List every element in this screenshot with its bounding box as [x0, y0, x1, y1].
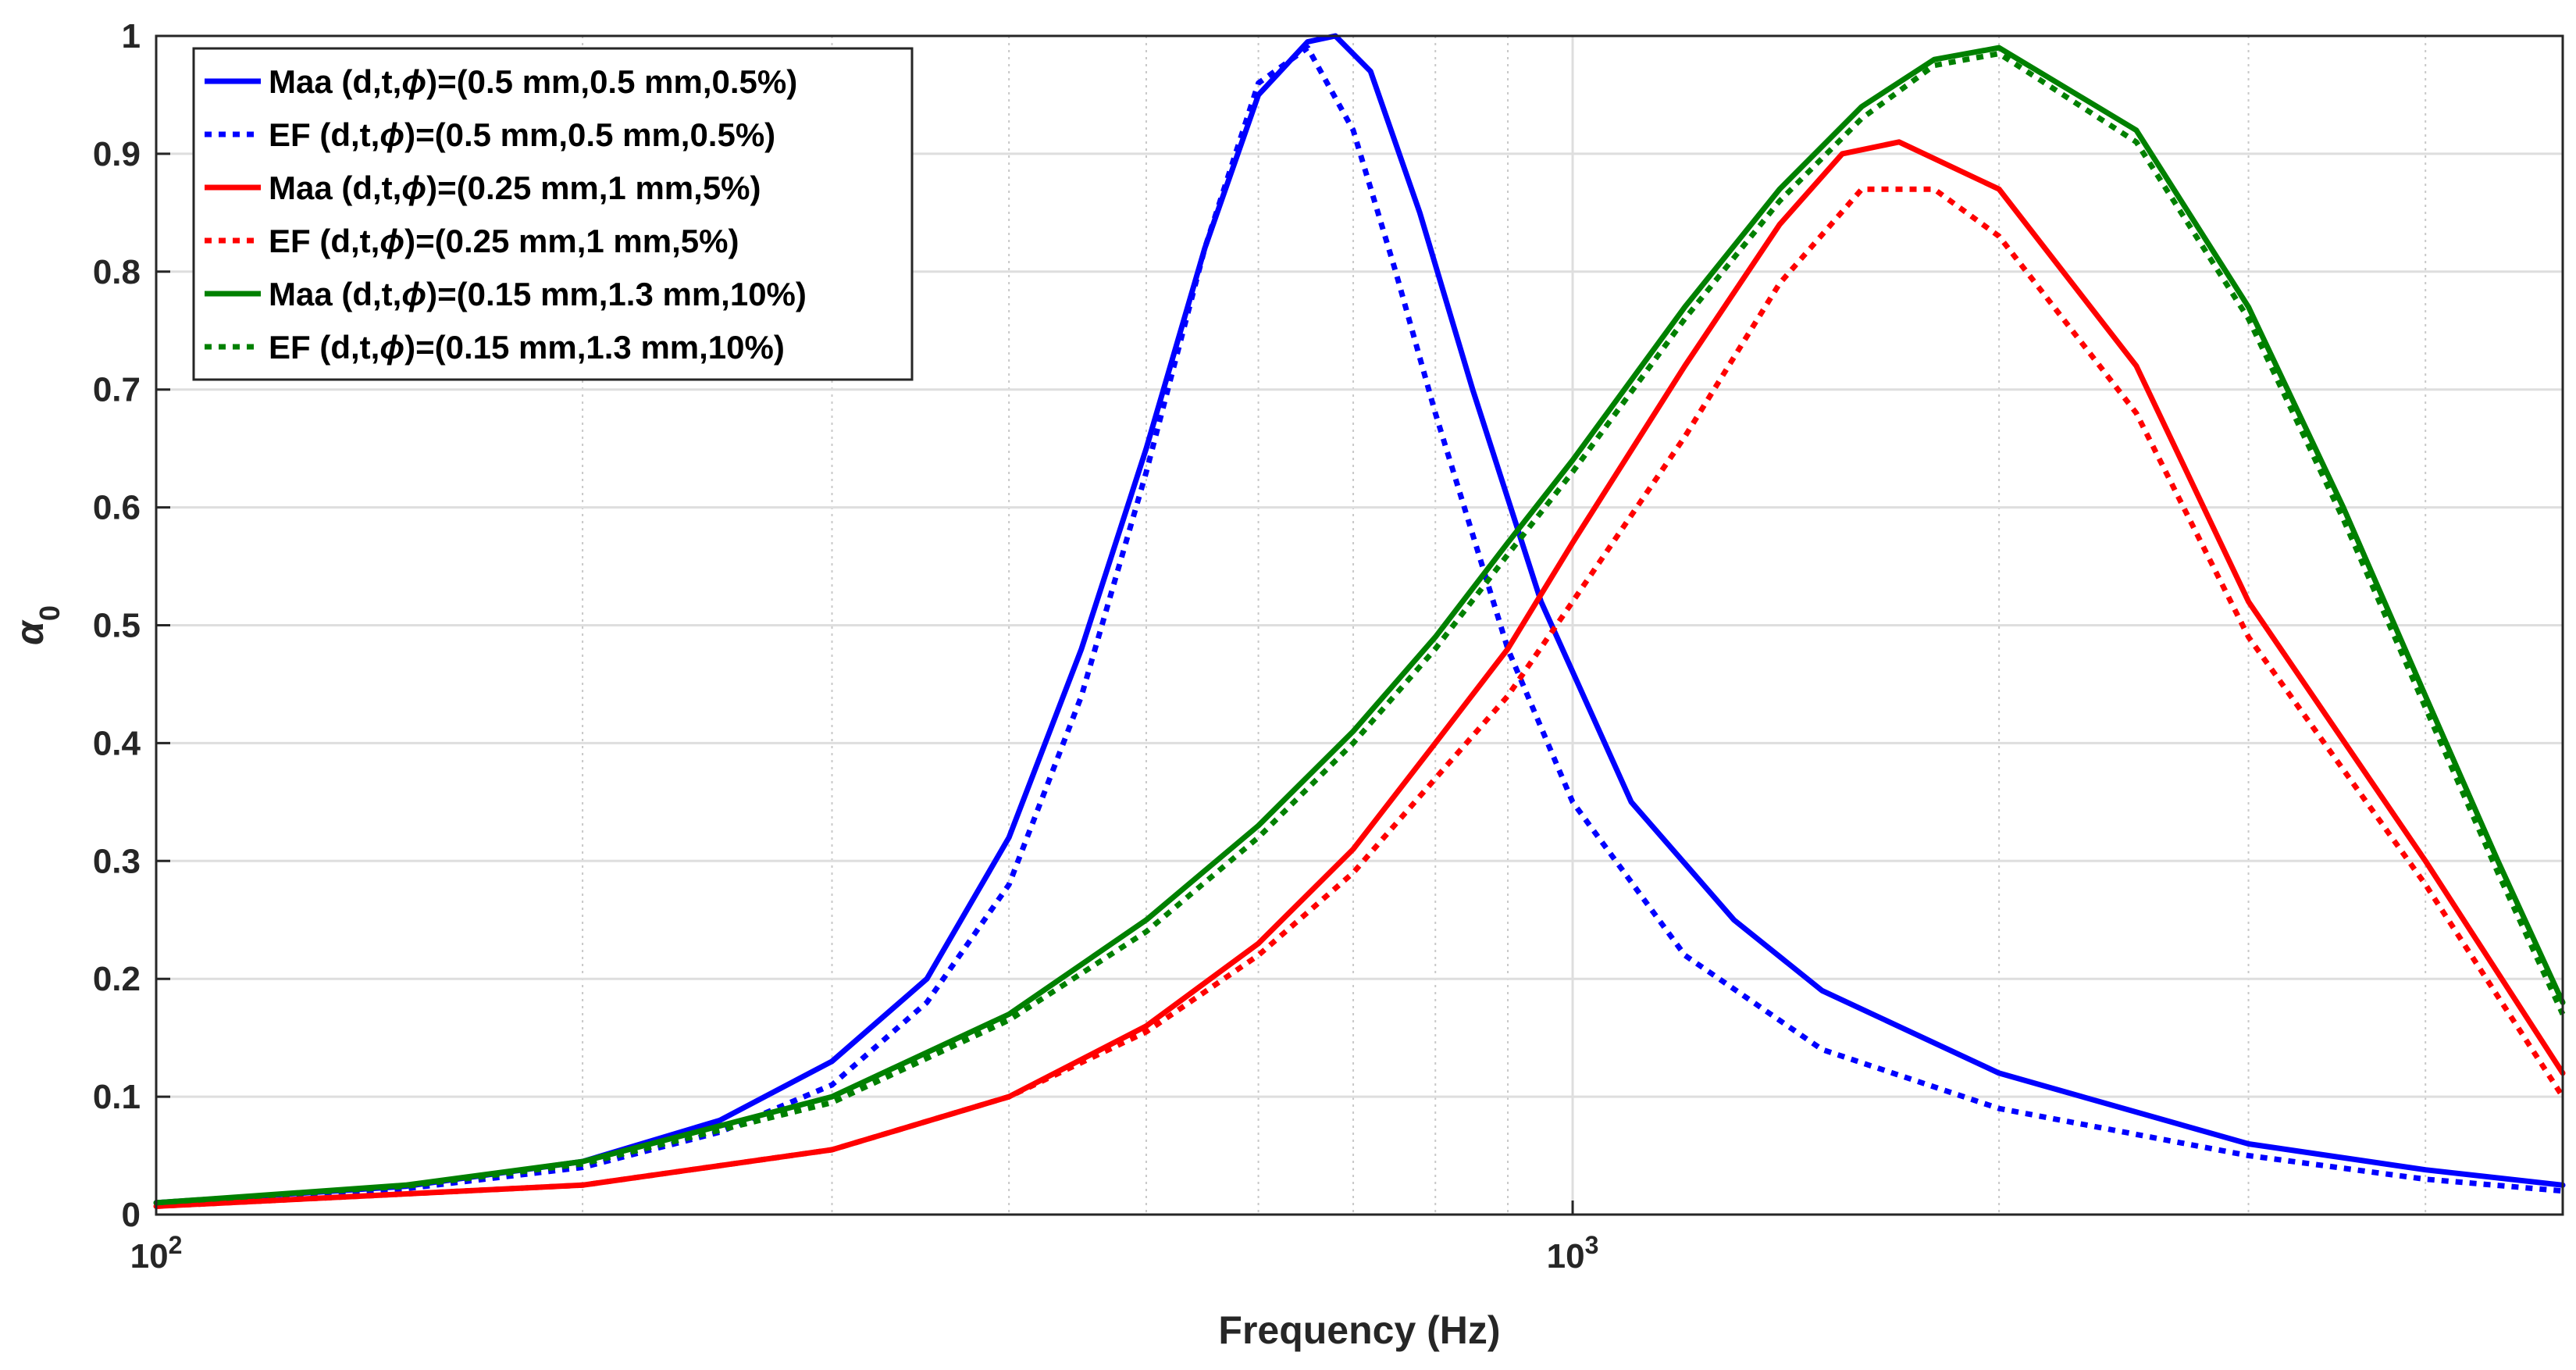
- legend-box: [192, 47, 914, 381]
- legend-label: EF (d,t,ϕ)=(0.5 mm,0.5 mm,0.5%): [269, 116, 775, 153]
- legend-label-symbol: ϕ: [401, 276, 426, 312]
- legend-label: EF (d,t,ϕ)=(0.25 mm,1 mm,5%): [269, 223, 739, 259]
- svg-text:α0: α0: [8, 605, 66, 645]
- x-tick-label: 103: [1547, 1231, 1599, 1275]
- legend-label-prefix: EF (d,t,: [269, 329, 379, 366]
- legend-label-prefix: Maa (d,t,: [269, 276, 401, 312]
- y-tick-label: 0.8: [93, 253, 141, 291]
- series-line-2: [155, 45, 2564, 1207]
- y-axis-title-symbol: α: [8, 619, 52, 645]
- y-tick-label: 0.2: [93, 960, 141, 998]
- legend-label-suffix: )=(0.15 mm,1.3 mm,10%): [404, 329, 785, 366]
- legend-label-symbol: ϕ: [401, 63, 426, 100]
- series-line-4: [155, 186, 2565, 1209]
- series-layer: [153, 33, 2566, 1209]
- y-tick-label: 1: [122, 17, 141, 55]
- legend-label-prefix: Maa (d,t,: [269, 63, 401, 100]
- x-tick-label: 102: [130, 1231, 183, 1275]
- y-tick-label: 0.5: [93, 607, 141, 645]
- y-axis-title-subscript: 0: [34, 605, 66, 621]
- legend-label-suffix: )=(0.25 mm,1 mm,5%): [426, 169, 761, 206]
- legend-label: Maa (d,t,ϕ)=(0.15 mm,1.3 mm,10%): [269, 276, 807, 312]
- legend-label-suffix: )=(0.5 mm,0.5 mm,0.5%): [426, 63, 797, 100]
- legend-label-symbol: ϕ: [379, 329, 404, 366]
- legend-label: Maa (d,t,ϕ)=(0.5 mm,0.5 mm,0.5%): [269, 63, 797, 100]
- x-tick-label-exponent: 3: [1585, 1231, 1599, 1259]
- legend-label: EF (d,t,ϕ)=(0.15 mm,1.3 mm,10%): [269, 329, 785, 366]
- y-tick-label: 0.7: [93, 371, 141, 409]
- axis-ticks: [155, 34, 1574, 1216]
- x-tick-label-base: 10: [1547, 1237, 1585, 1275]
- legend-label-suffix: )=(0.5 mm,0.5 mm,0.5%): [404, 116, 775, 153]
- x-tick-label-exponent: 2: [169, 1231, 183, 1259]
- legend-label-suffix: )=(0.25 mm,1 mm,5%): [404, 223, 739, 259]
- y-tick-label: 0.4: [93, 724, 141, 762]
- x-tick-label-base: 10: [130, 1237, 169, 1275]
- y-tick-label: 0: [122, 1196, 141, 1234]
- y-tick-label: 0.1: [93, 1078, 141, 1116]
- y-axis-title: α0: [8, 605, 66, 645]
- y-tick-label: 0.3: [93, 842, 141, 880]
- legend-label-symbol: ϕ: [379, 116, 404, 153]
- series-line-5: [153, 45, 2566, 1206]
- y-tick-label: 0.9: [93, 135, 141, 173]
- legend: Maa (d,t,ϕ)=(0.5 mm,0.5 mm,0.5%)EF (d,t,…: [192, 47, 914, 381]
- legend-label-symbol: ϕ: [379, 223, 404, 259]
- y-tick-label: 0.6: [93, 489, 141, 527]
- legend-label: Maa (d,t,ϕ)=(0.25 mm,1 mm,5%): [269, 169, 761, 206]
- series-line-6: [155, 51, 2566, 1206]
- series-line-1: [153, 33, 2566, 1206]
- legend-label-prefix: EF (d,t,: [269, 223, 379, 259]
- legend-label-prefix: Maa (d,t,: [269, 169, 401, 206]
- legend-label-symbol: ϕ: [401, 169, 426, 206]
- legend-label-suffix: )=(0.15 mm,1.3 mm,10%): [426, 276, 807, 312]
- legend-label-prefix: EF (d,t,: [269, 116, 379, 153]
- x-axis-title: Frequency (Hz): [1218, 1308, 1500, 1352]
